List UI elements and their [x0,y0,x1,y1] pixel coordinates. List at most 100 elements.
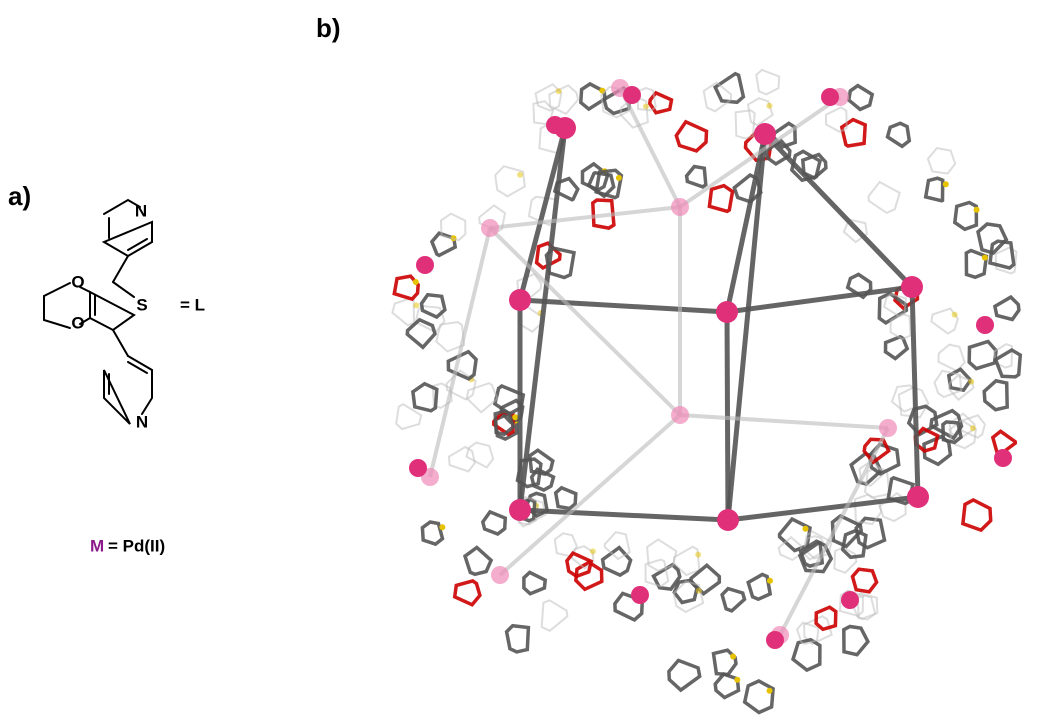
ring [483,512,506,534]
pd-node [509,289,531,311]
strut [520,510,728,520]
sulfur [696,588,702,594]
ring [603,548,631,576]
pd-node [976,316,994,334]
atom-label: N [135,201,147,220]
atom-label: N [136,412,148,431]
sulfur [943,181,949,187]
sulfur [616,175,622,181]
strut [430,228,490,477]
ring [715,674,738,698]
pd-node [754,123,776,145]
ring [842,120,865,146]
ring [709,186,732,212]
sulfur [517,172,523,178]
ring [996,350,1021,377]
strut [727,287,912,312]
ring [524,572,545,593]
pd-node [546,116,564,134]
strut [728,497,918,520]
ring [647,539,676,570]
ring [888,123,910,146]
ring [495,166,525,196]
atom-label: S [136,295,147,314]
ring [556,488,576,509]
pd-node [717,509,739,531]
pd-node [766,631,784,649]
ring [844,627,868,655]
strut [490,207,680,228]
sulfur [413,302,419,308]
ring [715,74,743,103]
ring [542,600,568,631]
ring [676,122,706,151]
sulfur [802,526,808,532]
pd-node [491,566,509,584]
ring [422,522,442,544]
pd-node [994,449,1012,467]
panel-label: a) [8,181,31,211]
ring [756,70,779,95]
ring [466,443,493,468]
cage-rendering [392,70,1020,713]
metal-symbol: M [90,536,104,555]
panel-label: b) [316,13,341,43]
sulfur [590,548,596,554]
ring [392,298,414,325]
pd-node [716,301,738,323]
strut [912,287,918,497]
pd-node [671,198,689,216]
pd-node [671,406,689,424]
sulfur [556,88,562,94]
bond [113,256,128,282]
ring [465,548,491,575]
ring [869,182,900,213]
atom-label: O [71,313,84,332]
pd-node [821,88,839,106]
sulfur [695,552,701,558]
pd-node [631,586,649,604]
ring [536,84,562,110]
ligand-label: = L [180,295,205,314]
ring [532,469,554,490]
ring [669,660,700,690]
ring [969,342,996,369]
pd-node [623,86,641,104]
sulfur [974,207,980,213]
sulfur [767,688,773,694]
ring [849,86,872,110]
ring [448,352,476,379]
pd-node [901,276,923,298]
ring [966,251,986,278]
bond [90,282,134,330]
ring [963,500,991,530]
pd-node [879,419,897,437]
atom-label: O [71,272,84,291]
ring [984,381,1007,410]
strut [520,300,727,312]
bond [113,330,128,356]
ring [748,575,770,600]
strut [680,415,888,428]
ring [928,148,955,173]
metal-label: = Pd(II) [108,536,165,555]
sulfur [982,255,988,261]
pd-node [481,219,499,237]
bond [109,218,147,250]
figure: a) b) N O S O N = L M = Pd(II) [0,0,1055,717]
pd-node [416,256,434,274]
sulfur [413,279,419,285]
pd-node [841,591,859,609]
pd-node [409,459,427,477]
ring [583,164,608,190]
sulfur [767,578,773,584]
ring [926,178,943,201]
ring [687,167,706,187]
pd-node [907,486,929,508]
ring [507,626,529,652]
ring [853,569,877,592]
ring [995,297,1019,319]
sulfur [512,414,518,420]
ring [722,589,744,611]
sulfur [439,524,445,530]
